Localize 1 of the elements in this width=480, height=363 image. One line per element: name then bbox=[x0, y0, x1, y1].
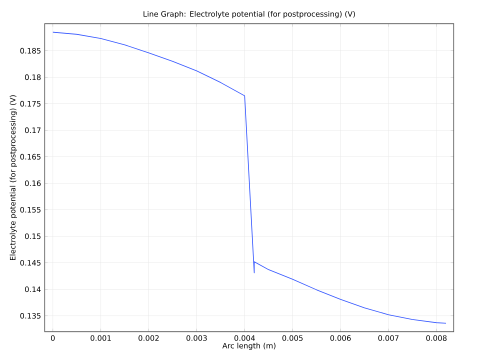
line-series bbox=[52, 32, 446, 324]
